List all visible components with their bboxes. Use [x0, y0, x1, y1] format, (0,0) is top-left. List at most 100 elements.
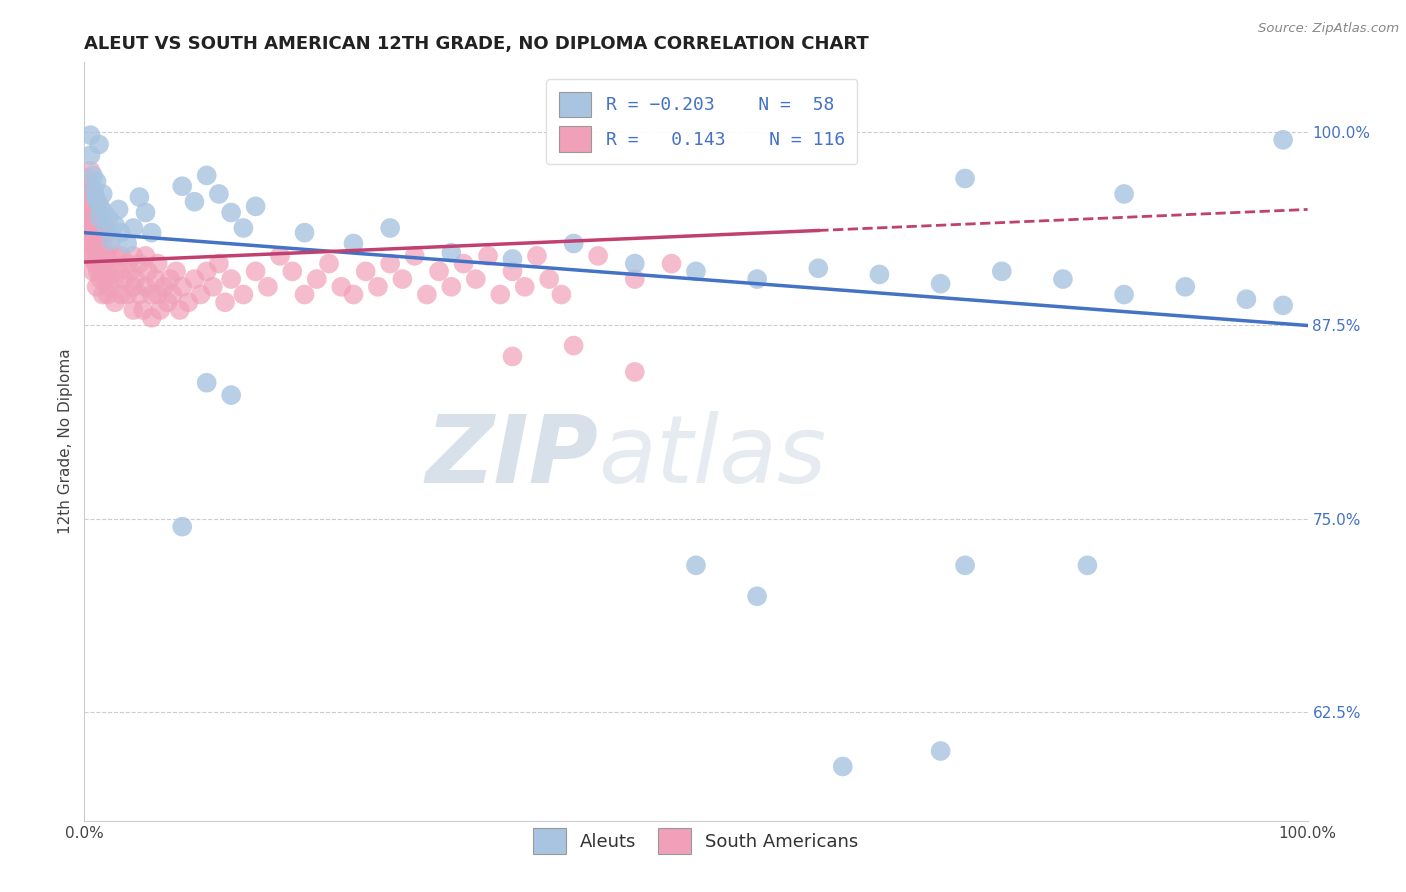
Point: [195, 169, 218, 183]
Point: [91, 287, 114, 301]
Point: [1272, 133, 1295, 147]
Point: [79, 163, 101, 178]
Point: [96, 221, 118, 235]
Point: [354, 264, 377, 278]
Point: [87, 241, 110, 255]
Point: [214, 295, 236, 310]
Point: [87, 264, 110, 278]
Point: [91, 218, 114, 232]
Point: [77, 186, 100, 201]
Point: [477, 249, 499, 263]
Point: [245, 264, 267, 278]
Point: [219, 388, 242, 402]
Point: [86, 175, 108, 189]
Point: [526, 249, 548, 263]
Point: [96, 249, 118, 263]
Point: [77, 249, 100, 263]
Point: [75, 186, 97, 201]
Point: [1174, 280, 1197, 294]
Point: [143, 272, 166, 286]
Point: [624, 365, 647, 379]
Point: [156, 295, 179, 310]
Point: [79, 194, 101, 209]
Point: [162, 287, 184, 301]
Point: [82, 169, 104, 183]
Point: [84, 210, 107, 224]
Point: [107, 264, 129, 278]
Point: [1114, 287, 1136, 301]
Point: [100, 233, 122, 247]
Point: [135, 249, 157, 263]
Point: [219, 205, 242, 219]
Point: [128, 190, 150, 204]
Point: [97, 264, 120, 278]
Point: [159, 272, 181, 286]
Point: [115, 257, 138, 271]
Point: [929, 744, 952, 758]
Point: [132, 303, 155, 318]
Point: [98, 280, 121, 294]
Point: [219, 272, 242, 286]
Point: [869, 268, 891, 282]
Point: [661, 257, 683, 271]
Point: [87, 233, 110, 247]
Point: [747, 272, 769, 286]
Point: [93, 257, 115, 271]
Point: [122, 221, 145, 235]
Point: [87, 257, 110, 271]
Point: [104, 295, 127, 310]
Point: [342, 287, 364, 301]
Point: [87, 210, 110, 224]
Text: ALEUT VS SOUTH AMERICAN 12TH GRADE, NO DIPLOMA CORRELATION CHART: ALEUT VS SOUTH AMERICAN 12TH GRADE, NO D…: [84, 35, 869, 53]
Point: [80, 190, 103, 204]
Point: [84, 190, 107, 204]
Point: [120, 264, 142, 278]
Point: [94, 272, 117, 286]
Point: [440, 280, 463, 294]
Point: [80, 210, 103, 224]
Point: [122, 303, 145, 318]
Point: [77, 226, 100, 240]
Point: [73, 202, 96, 217]
Point: [122, 249, 145, 263]
Point: [427, 264, 450, 278]
Point: [440, 245, 463, 260]
Point: [747, 589, 769, 603]
Point: [107, 202, 129, 217]
Point: [562, 338, 585, 352]
Point: [93, 205, 115, 219]
Point: [83, 182, 105, 196]
Point: [79, 148, 101, 162]
Point: [624, 257, 647, 271]
Point: [464, 272, 486, 286]
Point: [305, 272, 328, 286]
Point: [953, 558, 976, 573]
Point: [77, 210, 100, 224]
Point: [391, 272, 413, 286]
Text: Source: ZipAtlas.com: Source: ZipAtlas.com: [1258, 22, 1399, 36]
Point: [82, 226, 104, 240]
Point: [141, 310, 163, 325]
Point: [991, 264, 1014, 278]
Point: [135, 280, 157, 294]
Point: [84, 257, 107, 271]
Point: [245, 199, 267, 213]
Point: [489, 287, 512, 301]
Point: [294, 287, 316, 301]
Point: [83, 186, 105, 201]
Point: [128, 257, 150, 271]
Point: [100, 257, 122, 271]
Point: [104, 249, 127, 263]
Point: [115, 287, 138, 301]
Point: [169, 303, 191, 318]
Point: [86, 249, 108, 263]
Point: [125, 272, 148, 286]
Point: [318, 257, 340, 271]
Point: [84, 233, 107, 247]
Point: [115, 236, 138, 251]
Point: [82, 202, 104, 217]
Point: [562, 236, 585, 251]
Point: [513, 280, 536, 294]
Point: [807, 261, 830, 276]
Point: [195, 376, 218, 390]
